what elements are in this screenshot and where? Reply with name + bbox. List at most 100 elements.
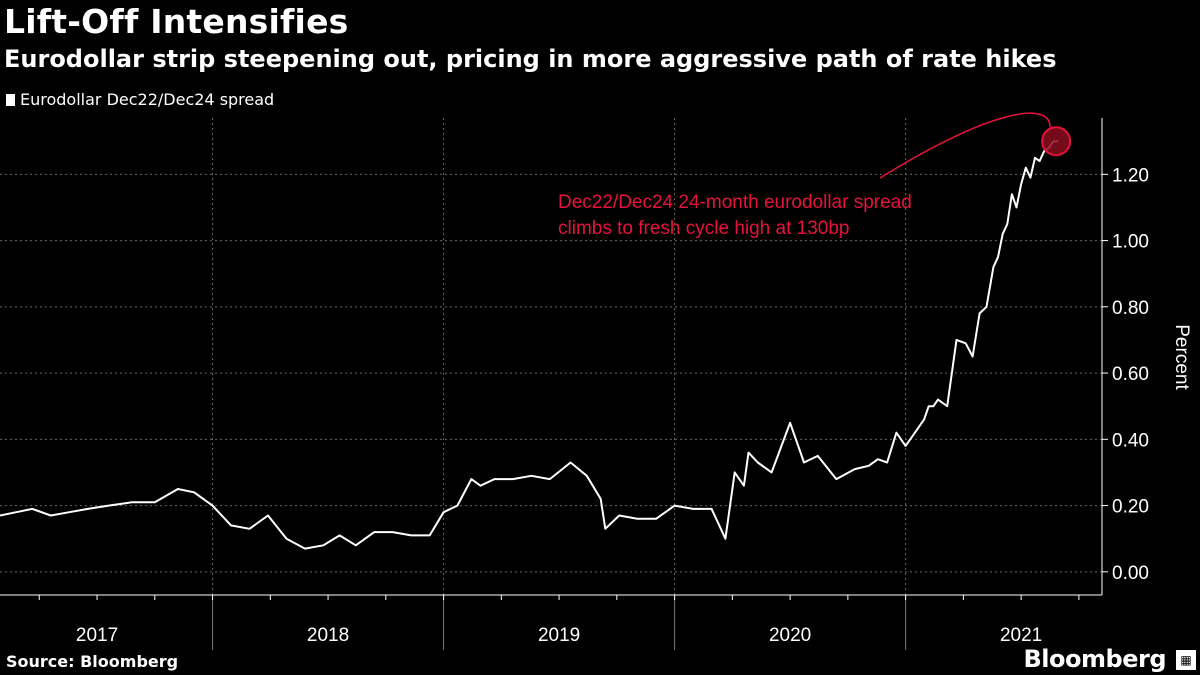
annotation-line-1: Dec22/Dec24 24-month eurodollar spread xyxy=(558,192,912,213)
series-line xyxy=(0,140,1059,550)
annotation-curve xyxy=(879,112,1051,179)
annotation: Dec22/Dec24 24-month eurodollar spread cl… xyxy=(558,112,1072,239)
data-point xyxy=(923,418,925,421)
data-point xyxy=(131,501,133,503)
data-point xyxy=(992,266,995,268)
data-point xyxy=(493,478,495,480)
data-point xyxy=(757,461,759,464)
data-point xyxy=(905,445,907,447)
data-point xyxy=(771,471,773,474)
data-point xyxy=(211,504,214,507)
ytick-label: 1.00 xyxy=(1112,232,1149,253)
data-point xyxy=(322,544,325,546)
data-point xyxy=(803,461,805,464)
data-point xyxy=(946,405,948,407)
data-point xyxy=(955,339,958,341)
bloomberg-icon: ▦ xyxy=(1176,650,1196,670)
data-point xyxy=(637,518,639,520)
legend-swatch xyxy=(6,93,15,106)
xtick-label: 2019 xyxy=(538,625,580,646)
ytick-label: 1.20 xyxy=(1112,165,1149,186)
data-point xyxy=(339,534,341,536)
data-point xyxy=(600,498,602,500)
xtick-label: 2020 xyxy=(769,625,811,646)
data-point xyxy=(530,475,532,477)
ytick-label: 0.20 xyxy=(1112,497,1149,518)
data-point xyxy=(429,534,431,536)
data-point xyxy=(50,514,52,517)
data-point xyxy=(817,455,819,457)
data-point xyxy=(997,256,999,258)
data-point xyxy=(1039,160,1041,162)
data-point xyxy=(710,508,713,510)
bloomberg-logo: Bloomberg xyxy=(1023,645,1167,673)
data-point xyxy=(107,504,110,507)
data-point xyxy=(932,405,934,407)
data-point xyxy=(985,306,988,308)
data-point xyxy=(1015,206,1018,209)
data-point xyxy=(1034,157,1036,159)
data-point xyxy=(586,475,588,477)
data-point xyxy=(68,511,70,513)
axis-labels: 0.00 0.20 0.40 0.60 0.80 1.00 1.20 2017 2018 2019… xyxy=(76,165,1192,646)
data-point xyxy=(692,508,694,510)
data-point xyxy=(928,405,930,407)
series-layer xyxy=(0,140,1059,550)
data-point xyxy=(355,544,357,546)
data-point xyxy=(854,468,856,470)
data-point xyxy=(15,511,17,513)
data-point xyxy=(789,422,791,424)
data-point xyxy=(1006,223,1008,225)
data-point xyxy=(1002,233,1004,235)
data-point xyxy=(673,504,676,507)
axes xyxy=(0,118,1108,650)
xtick-label: 2018 xyxy=(307,625,349,646)
xtick-label: 2017 xyxy=(76,625,118,646)
data-point xyxy=(914,432,916,434)
source-note: Source: Bloomberg xyxy=(6,652,179,671)
data-point xyxy=(965,342,967,344)
ytick-label: 0.80 xyxy=(1112,298,1149,319)
data-point xyxy=(1020,183,1022,185)
data-point xyxy=(1011,193,1013,195)
data-point xyxy=(895,432,897,434)
data-point xyxy=(877,458,879,460)
data-point xyxy=(479,485,482,487)
data-point xyxy=(604,528,606,530)
data-point xyxy=(734,471,736,474)
annotation-line-2: climbs to fresh cycle high at 130bp xyxy=(558,218,850,239)
data-point xyxy=(304,548,306,550)
data-point xyxy=(456,504,459,507)
ytick-label: 0.60 xyxy=(1112,364,1149,385)
data-point xyxy=(512,478,514,480)
data-point xyxy=(743,485,745,487)
data-point xyxy=(1043,150,1045,152)
legend: Eurodollar Dec22/Dec24 spread xyxy=(6,90,274,109)
data-point xyxy=(410,534,412,536)
data-point xyxy=(868,465,870,467)
data-point xyxy=(248,528,251,530)
data-point xyxy=(835,478,837,480)
data-point xyxy=(972,355,974,358)
annotation-marker xyxy=(1041,126,1072,157)
ytick-label: 0.40 xyxy=(1112,430,1149,451)
data-point xyxy=(154,501,156,503)
data-point xyxy=(570,461,572,464)
data-point xyxy=(978,312,981,315)
data-point xyxy=(0,514,1,517)
data-point xyxy=(31,508,33,510)
data-point xyxy=(1029,177,1031,179)
data-point xyxy=(1025,167,1027,169)
legend-label: Eurodollar Dec22/Dec24 spread xyxy=(20,90,275,109)
data-point xyxy=(87,508,89,510)
data-point xyxy=(373,531,375,533)
data-point xyxy=(193,491,195,493)
data-point xyxy=(442,511,445,513)
chart-subtitle: Eurodollar strip steepening out, pricing… xyxy=(4,45,1057,73)
data-point xyxy=(937,398,939,401)
data-point xyxy=(655,518,657,520)
y-axis-title: Percent xyxy=(1171,324,1192,390)
data-point xyxy=(177,488,179,490)
data-point xyxy=(724,538,727,540)
